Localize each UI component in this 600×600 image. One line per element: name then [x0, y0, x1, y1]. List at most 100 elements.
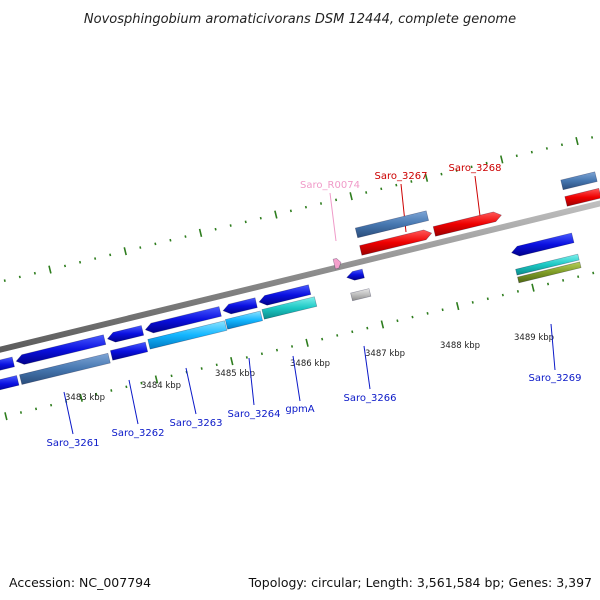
minor-tick	[170, 374, 173, 378]
major-tick	[455, 301, 460, 311]
gene-arrow	[432, 211, 502, 237]
gene-arrow	[359, 229, 433, 256]
gene-arrow	[354, 210, 429, 239]
gene-arrow	[144, 306, 222, 334]
minor-tick	[215, 363, 218, 367]
minor-tick	[485, 161, 488, 165]
gene-arrow	[346, 268, 365, 281]
genome-backbone	[0, 200, 600, 353]
minor-tick	[214, 227, 217, 231]
major-tick	[230, 357, 234, 366]
major-tick	[380, 320, 385, 329]
gene-label[interactable]: Saro_3267	[375, 171, 428, 182]
minor-tick	[366, 326, 369, 330]
minor-tick	[79, 260, 82, 264]
gene-arrow	[19, 352, 111, 385]
gene-label[interactable]: Saro_3268	[449, 163, 502, 174]
minor-tick	[380, 187, 383, 191]
gene-arrow	[258, 284, 312, 306]
minor-tick	[440, 172, 443, 176]
minor-tick	[365, 191, 368, 194]
gene-arrow	[350, 288, 372, 302]
gene-arrow	[15, 334, 107, 365]
minor-tick	[139, 246, 142, 249]
gene-label[interactable]: Saro_3262	[112, 428, 165, 439]
major-tick	[79, 393, 83, 402]
minor-tick	[470, 165, 473, 169]
minor-tick	[319, 202, 323, 205]
scale-label: 3488 kbp	[440, 341, 480, 351]
gene-label[interactable]: Saro_3261	[47, 438, 100, 449]
gene-leader-line	[363, 345, 371, 390]
gene-arrow	[332, 258, 342, 270]
minor-tick	[200, 367, 203, 370]
minor-tick	[562, 279, 565, 282]
minor-tick	[426, 312, 429, 315]
minor-tick	[591, 136, 594, 139]
minor-tick	[125, 385, 128, 389]
minor-tick	[441, 308, 444, 312]
minor-tick	[290, 345, 294, 348]
minor-tick	[336, 334, 339, 337]
major-tick	[531, 283, 535, 292]
gene-arrow	[517, 261, 582, 284]
minor-tick	[229, 224, 232, 227]
minor-tick	[33, 271, 36, 275]
minor-tick	[411, 315, 414, 319]
minor-tick	[3, 279, 6, 282]
gene-label[interactable]: Saro_R0074	[300, 180, 360, 191]
major-tick	[305, 338, 309, 347]
minor-tick	[501, 293, 504, 297]
major-tick	[123, 247, 127, 256]
minor-tick	[259, 216, 262, 220]
gene-leader-line	[550, 323, 556, 371]
minor-tick	[335, 198, 338, 202]
gene-label[interactable]: Saro_3266	[344, 393, 397, 404]
map-title: Novosphingobium aromaticivorans DSM 1244…	[84, 12, 516, 27]
major-tick	[274, 210, 278, 219]
gene-label[interactable]: gpmA	[285, 404, 314, 415]
minor-tick	[110, 389, 113, 392]
scale-label: 3484 kbp	[141, 381, 181, 391]
minor-tick	[94, 257, 97, 260]
major-tick	[154, 375, 159, 384]
gene-arrow	[147, 320, 228, 350]
gene-leader-line	[185, 367, 197, 415]
gene-label[interactable]: Saro_3263	[170, 418, 223, 429]
map-track: 3483 kbp 3484 kbp 3485 kbp 3486 kbp 3487 kbp…	[0, 136, 600, 449]
gene-labels: Saro_3261 Saro_3262 Saro_3263 Saro_3264 gpmA…	[47, 163, 582, 449]
major-tick	[575, 137, 579, 146]
gene-arrow	[110, 341, 149, 361]
gene-leader-line	[63, 391, 74, 435]
scale-label: 3486 kbp	[290, 359, 330, 369]
major-tick	[48, 265, 52, 274]
gene-arrow	[0, 356, 15, 371]
major-tick	[198, 228, 203, 237]
scale-label: 3485 kbp	[215, 369, 255, 379]
minor-tick	[486, 297, 489, 301]
genome-summary-text: Topology: circular; Length: 3,561,584 bp…	[248, 575, 592, 590]
gene-leader-line	[292, 355, 301, 402]
minor-tick	[19, 411, 23, 414]
gene-arrow	[564, 187, 600, 207]
minor-tick	[592, 271, 595, 275]
gene-arrow	[222, 297, 258, 315]
gene-arrow	[515, 253, 580, 276]
minor-tick	[244, 220, 247, 224]
minor-tick	[63, 264, 67, 268]
major-tick	[424, 173, 429, 182]
feature-track-upper	[332, 171, 600, 270]
minor-tick	[95, 392, 98, 396]
minor-tick	[515, 154, 518, 158]
minor-tick	[275, 348, 279, 352]
minor-tick	[304, 205, 308, 209]
gene-label[interactable]: Saro_3269	[529, 373, 582, 384]
scale-label: 3487 kbp	[365, 349, 405, 359]
feature-track-lower	[0, 232, 582, 391]
minor-tick	[351, 330, 354, 334]
gene-label[interactable]: Saro_3264	[228, 409, 281, 420]
gene-leader-line	[329, 192, 337, 242]
gene-leader-line	[248, 357, 255, 406]
minor-tick	[395, 183, 398, 187]
